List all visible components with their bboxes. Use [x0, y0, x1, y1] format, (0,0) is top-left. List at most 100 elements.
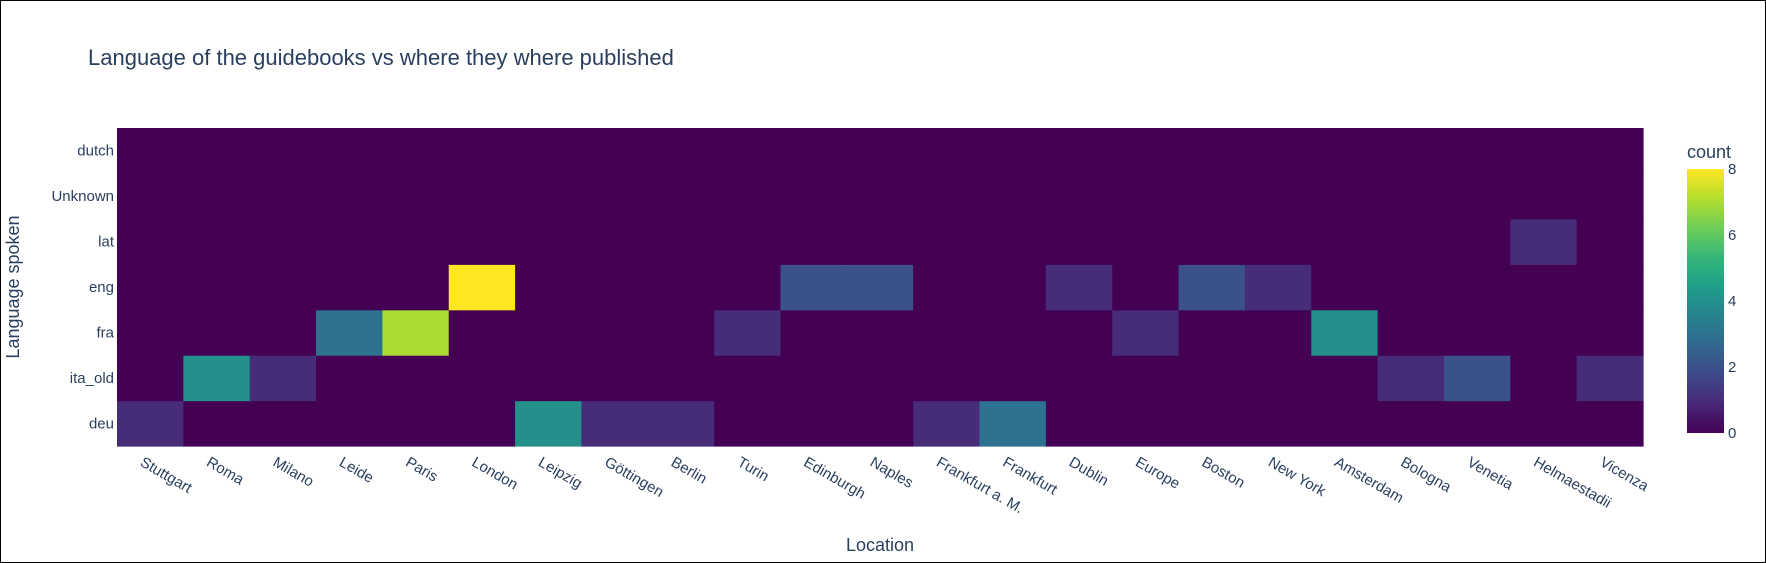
x-tick-label: Dublin [1066, 454, 1111, 490]
chart-title: Language of the guidebooks vs where they… [88, 45, 674, 70]
heatmap-cell [581, 218, 649, 265]
heatmap-cell [1311, 128, 1379, 175]
heatmap-cell [979, 400, 1047, 447]
heatmap-cell [1045, 218, 1113, 265]
heatmap-cell [448, 128, 516, 175]
heatmap-cell [382, 400, 450, 447]
heatmap-cell [581, 264, 649, 311]
heatmap-cell [846, 173, 914, 220]
heatmap-cell [1576, 128, 1644, 175]
heatmap-cell [1576, 264, 1644, 311]
heatmap-cell [1045, 400, 1113, 447]
x-axis-title: Location [846, 535, 914, 555]
heatmap-cell [1112, 400, 1180, 447]
heatmap-cell [183, 309, 251, 356]
heatmap-cell [846, 400, 914, 447]
heatmap-cell [316, 218, 383, 265]
heatmap-cell [979, 128, 1047, 175]
heatmap-cell [1510, 128, 1578, 175]
heatmap-cell [515, 355, 583, 402]
heatmap-cell [249, 173, 317, 220]
heatmap-cell [647, 173, 715, 220]
heatmap-cell [714, 309, 782, 356]
heatmap-cell [846, 355, 914, 402]
colorbar: count 0 2 4 6 8 [1687, 142, 1736, 442]
heatmap-cell [1377, 218, 1445, 265]
heatmap-cell [780, 128, 848, 175]
heatmap-cell [1443, 309, 1511, 356]
x-tick-label: Vicenza [1597, 454, 1652, 496]
heatmap-cell [249, 218, 317, 265]
x-tick-label: Göttingen [602, 454, 667, 501]
heatmap-cell [1112, 309, 1180, 356]
heatmap-cell [1244, 173, 1312, 220]
heatmap-cell [581, 309, 649, 356]
heatmap-cell [515, 173, 583, 220]
heatmap-cell [316, 309, 383, 356]
x-tick-label: Roma [204, 454, 248, 489]
heatmap-cell [913, 218, 981, 265]
heatmap-cell [1443, 173, 1511, 220]
x-tick-label: Bologna [1398, 454, 1455, 497]
heatmap-cell [913, 264, 981, 311]
heatmap-cell [515, 309, 583, 356]
heatmap-cell [1112, 218, 1180, 265]
heatmap-cell [846, 309, 914, 356]
heatmap-cell [117, 173, 184, 220]
heatmap-cell [448, 400, 516, 447]
x-axis-ticks: Stuttgart Roma Milano Leide Paris London Leipz… [137, 454, 1652, 517]
heatmap-cell [1377, 173, 1445, 220]
heatmap-cell [183, 128, 251, 175]
heatmap-cell [647, 355, 715, 402]
heatmap-cell [913, 128, 981, 175]
x-tick-label: Turin [734, 454, 772, 486]
heatmap-cell [448, 309, 516, 356]
heatmap-cell [647, 309, 715, 356]
heatmap-cell [1045, 355, 1113, 402]
heatmap-cell [117, 128, 184, 175]
heatmap-cell [382, 128, 450, 175]
heatmap-cell [714, 264, 782, 311]
heatmap-cell [117, 400, 184, 447]
heatmap-cell [382, 218, 450, 265]
x-tick-label: Leide [336, 454, 376, 487]
heatmap-cell [448, 173, 516, 220]
heatmap-cell [1311, 264, 1379, 311]
heatmap-cell [780, 218, 848, 265]
heatmap-cell [913, 400, 981, 447]
x-tick-label: Milano [270, 454, 317, 491]
heatmap-cell [1443, 218, 1511, 265]
heatmap-cell [1377, 355, 1445, 402]
heatmap-cell [647, 400, 715, 447]
colorbar-tick-label: 6 [1728, 227, 1736, 244]
heatmap-cell [1045, 309, 1113, 356]
heatmap-cell [183, 355, 251, 402]
heatmap-cell [117, 355, 184, 402]
heatmap-cell [316, 173, 383, 220]
heatmap-cell [581, 128, 649, 175]
heatmap-cell [1377, 400, 1445, 447]
heatmap-cell [1045, 264, 1113, 311]
heatmap-cell [1510, 173, 1578, 220]
heatmap-cell [316, 355, 383, 402]
heatmap-cell [1244, 400, 1312, 447]
heatmap-cell [1178, 173, 1246, 220]
heatmap-cell [382, 264, 450, 311]
colorbar-tick-label: 2 [1728, 359, 1736, 376]
heatmap-cell [249, 264, 317, 311]
heatmap-cell [1112, 173, 1180, 220]
y-tick-label: fra [96, 324, 114, 341]
heatmap-cell [780, 264, 848, 311]
heatmap-cell [1244, 128, 1312, 175]
heatmap-cell [979, 355, 1047, 402]
heatmap-cell [913, 309, 981, 356]
heatmap-cell [448, 264, 516, 311]
heatmap-cell [979, 173, 1047, 220]
heatmap-cell [979, 218, 1047, 265]
y-tick-label: Unknown [51, 188, 114, 205]
x-tick-label: Europe [1132, 454, 1182, 493]
heatmap-cell [1112, 128, 1180, 175]
heatmap-cell [1576, 309, 1644, 356]
x-tick-label: Amsterdam [1331, 454, 1406, 507]
heatmap-cell [846, 264, 914, 311]
